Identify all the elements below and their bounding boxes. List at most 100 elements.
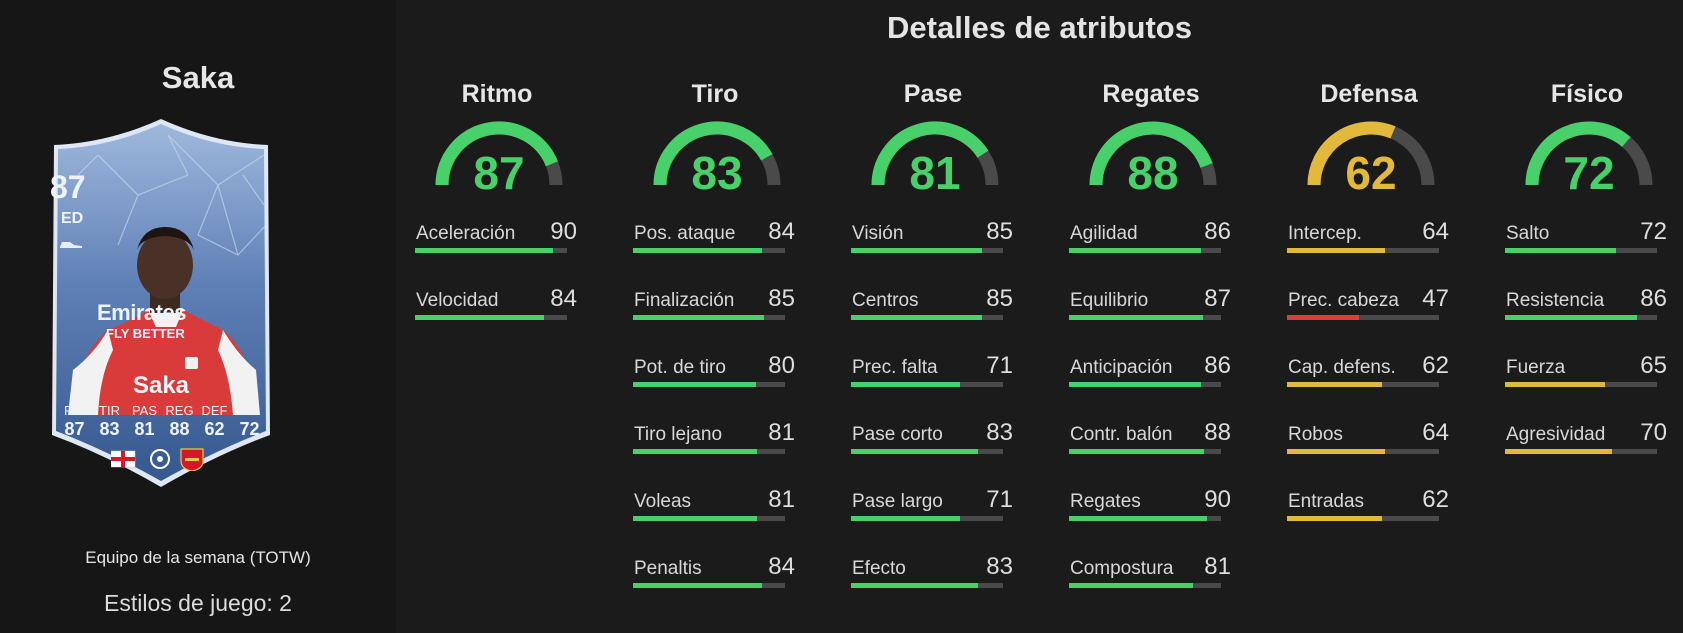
stat-row: Cap. defens. 62 (1287, 352, 1451, 394)
stat-bar-fill (633, 449, 757, 454)
stat-bar-fill (1069, 248, 1201, 253)
category-gauge: 88 (1088, 119, 1218, 199)
stat-bar-fill (851, 583, 978, 588)
card-stat-value: 62 (204, 419, 225, 439)
gauge-fill (1307, 121, 1396, 186)
stat-label: Agilidad (1070, 223, 1138, 244)
stat-value: 81 (768, 419, 795, 446)
stat-label: Centros (852, 290, 919, 311)
card-player-name: Saka (132, 372, 190, 399)
category-title: Ritmo (461, 80, 533, 108)
stat-bar-track (633, 248, 785, 253)
category-gauge: 62 (1306, 119, 1436, 199)
card-stat-value: 81 (134, 419, 155, 439)
stat-value: 84 (768, 218, 795, 245)
stat-row: Anticipación 86 (1069, 352, 1233, 394)
stat-bar-fill (851, 449, 978, 454)
stat-value: 83 (986, 553, 1013, 580)
category-value: 72 (1563, 147, 1615, 199)
stat-label: Prec. falta (852, 357, 938, 378)
stat-bar-track (1287, 516, 1439, 521)
stat-value: 85 (986, 218, 1013, 245)
card-stat-value: 87 (64, 419, 85, 439)
stat-value: 81 (1204, 553, 1231, 580)
stat-value: 81 (768, 486, 795, 513)
card-stat-label: RIT (64, 403, 85, 418)
stat-bar-fill (415, 315, 544, 320)
stat-bar-fill (633, 382, 756, 387)
stat-label: Fuerza (1506, 357, 1566, 378)
stat-value: 65 (1640, 352, 1667, 379)
category-value: 83 (691, 147, 743, 199)
stat-bar-track (1505, 248, 1657, 253)
stat-label: Pos. ataque (634, 223, 736, 244)
gauge-fill (653, 121, 773, 186)
stat-bar-fill (1069, 315, 1203, 320)
promo-name: Equipo de la semana (TOTW) (85, 548, 311, 567)
stat-value: 86 (1204, 218, 1231, 245)
player-head (137, 231, 193, 299)
card-stat-label: DEF (201, 403, 228, 418)
stat-value: 84 (550, 285, 577, 312)
stat-bar-fill (633, 315, 764, 320)
category-value: 81 (909, 147, 961, 199)
stat-value: 62 (1422, 352, 1449, 379)
stat-bar-fill (633, 248, 762, 253)
stat-row: Resistencia 86 (1505, 285, 1669, 327)
stat-label: Tiro lejano (634, 424, 723, 445)
card-stat-value: 88 (169, 419, 190, 439)
stat-row: Salto 72 (1505, 218, 1669, 260)
stat-value: 85 (986, 285, 1013, 312)
stat-row: Agresividad 70 (1505, 419, 1669, 461)
stat-label: Agresividad (1506, 424, 1606, 445)
stat-bar-fill (851, 516, 960, 521)
player-card[interactable]: 87 ED Emirates FLY BETTER Saka RIT 87 TIR 8… (38, 115, 284, 487)
stat-bar-track (633, 449, 785, 454)
stat-value: 64 (1422, 218, 1449, 245)
category-title: Físico (1550, 80, 1624, 108)
stat-label: Pase corto (852, 424, 943, 445)
stat-bar-fill (415, 248, 553, 253)
stat-label: Salto (1506, 223, 1550, 244)
stat-bar-fill (1069, 449, 1204, 454)
stat-value: 90 (550, 218, 577, 245)
stat-bar-track (1069, 315, 1221, 320)
stat-bar-track (851, 315, 1003, 320)
stat-row: Compostura 81 (1069, 553, 1233, 595)
stat-bar-track (851, 583, 1003, 588)
stat-bar-fill (1069, 382, 1201, 387)
card-stat-label: REG (165, 403, 194, 418)
stat-value: 71 (986, 352, 1013, 379)
stat-row: Voleas 81 (633, 486, 797, 528)
category-title: Pase (903, 80, 963, 108)
stat-bar-track (1069, 516, 1221, 521)
stat-value: 64 (1422, 419, 1449, 446)
stat-label: Efecto (852, 558, 906, 579)
stat-label: Robos (1288, 424, 1343, 445)
stat-value: 86 (1204, 352, 1231, 379)
stat-bar-track (851, 516, 1003, 521)
card-stat-value: 72 (239, 419, 260, 439)
stat-bar-track (1287, 449, 1439, 454)
card-stat-label: PAS (131, 403, 158, 418)
stat-label: Pot. de tiro (634, 357, 726, 378)
stat-row: Penaltis 84 (633, 553, 797, 595)
stat-bar-fill (1505, 449, 1612, 454)
stat-bar-track (1287, 315, 1439, 320)
gauge-fill (435, 121, 558, 186)
stat-label: Velocidad (416, 290, 499, 311)
stat-row: Entradas 62 (1287, 486, 1451, 528)
stat-bar-track (1069, 583, 1221, 588)
shirt-sponsor-tagline: FLY BETTER (106, 326, 185, 341)
stat-bar-track (1505, 449, 1657, 454)
stat-bar-track (633, 315, 785, 320)
stat-value: 70 (1640, 419, 1667, 446)
stat-bar-track (1505, 382, 1657, 387)
stat-row: Tiro lejano 81 (633, 419, 797, 461)
category-value: 87 (473, 147, 525, 199)
playstyles-count[interactable]: Estilos de juego: 2 (104, 590, 292, 616)
stat-label: Compostura (1070, 558, 1174, 579)
stat-bar-fill (1505, 248, 1616, 253)
stat-bar-track (1287, 248, 1439, 253)
stat-label: Equilibrio (1070, 290, 1149, 311)
